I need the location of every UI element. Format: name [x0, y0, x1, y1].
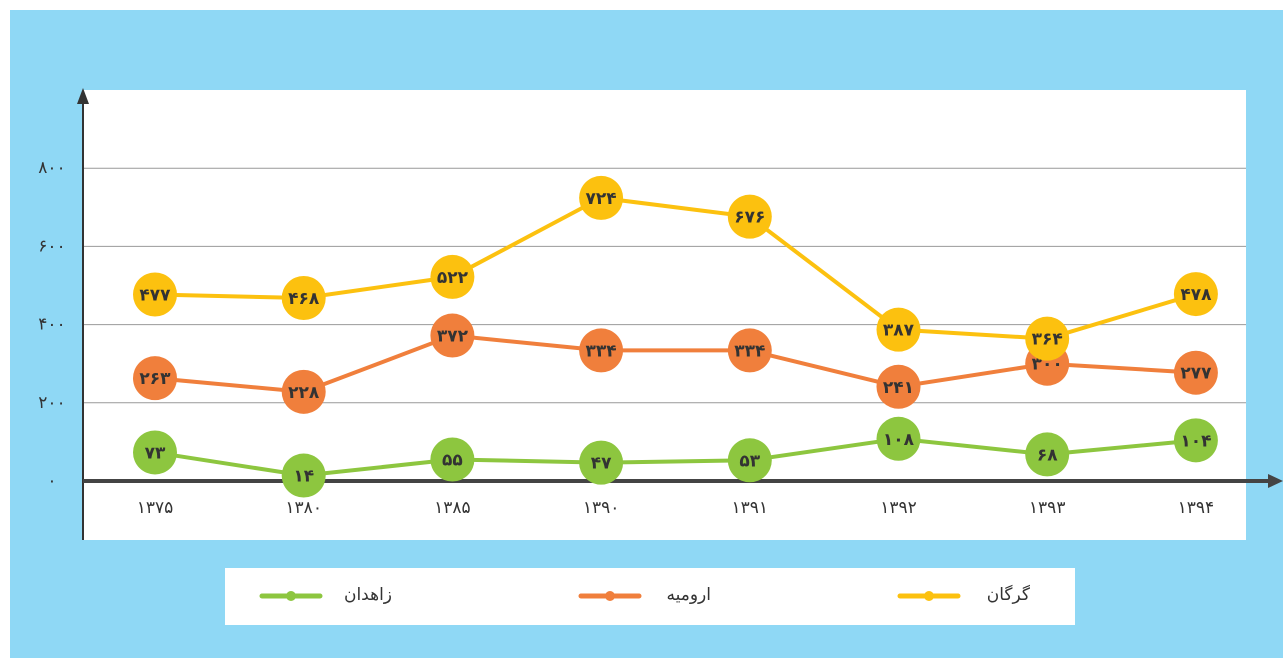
- point: [727, 438, 772, 483]
- y-tick-label: ۰: [47, 471, 56, 491]
- data-label: ۱۰۸: [883, 430, 915, 450]
- data-label: ۵۳: [739, 451, 760, 471]
- point: [1025, 316, 1070, 361]
- x-tick-label: ۱۳۸۵: [434, 498, 471, 518]
- point: [430, 437, 475, 482]
- legend-marker: [286, 591, 296, 601]
- data-label: ۷۲۴: [586, 189, 617, 209]
- data-label: ۱۴: [293, 467, 314, 487]
- data-label: ۳۳۴: [586, 341, 617, 361]
- legend-label: گرگان: [987, 584, 1031, 605]
- point: [1173, 418, 1218, 463]
- point: [281, 453, 326, 498]
- point: [727, 194, 772, 239]
- legend-label: زاهدان: [344, 585, 392, 605]
- data-label: ۴۷۷: [139, 285, 171, 305]
- point: [133, 272, 177, 317]
- point: [133, 430, 177, 475]
- y-axis-arrow: [77, 88, 89, 104]
- point: [579, 175, 624, 220]
- series-line: [154, 333, 1197, 394]
- x-tick-label: ۱۳۹۴: [1178, 498, 1215, 518]
- point: [1173, 350, 1218, 395]
- x-tick-label: ۱۳۹۰: [583, 498, 620, 518]
- data-label: ۵۲۲: [437, 268, 469, 288]
- legend-marker: [605, 591, 615, 601]
- data-label: ۴۶۸: [288, 289, 320, 309]
- data-label: ۶۷۶: [734, 208, 765, 228]
- data-label: ۲۶۳: [139, 369, 171, 389]
- point: [579, 440, 624, 485]
- point: [133, 356, 177, 401]
- series-line: [154, 436, 1197, 478]
- data-label: ۲۲۸: [288, 383, 320, 403]
- data-label: ۳۸۷: [883, 321, 915, 341]
- data-label: ۶۸: [1037, 445, 1058, 465]
- point: [876, 307, 921, 352]
- x-tick-label: ۱۳۹۳: [1029, 498, 1066, 518]
- x-tick-label: ۱۳۸۰: [285, 498, 322, 518]
- data-label: ۳۰۰: [1032, 355, 1063, 375]
- y-tick-label: ۲۰۰: [38, 393, 65, 413]
- point: [430, 313, 475, 358]
- point: [1025, 432, 1070, 477]
- point: [430, 254, 475, 299]
- data-label: ۳۷۲: [437, 327, 469, 347]
- x-tick-label: ۱۳۷۵: [137, 498, 174, 518]
- data-label: ۱۰۴: [1180, 431, 1211, 451]
- point: [281, 276, 326, 321]
- x-tick-label: ۱۳۹۲: [880, 498, 917, 518]
- series-line: [154, 195, 1197, 341]
- point: [727, 328, 772, 373]
- legend-label: ارومیه: [667, 585, 712, 605]
- data-label: ۲۴۱: [883, 378, 914, 398]
- point: [281, 369, 326, 414]
- data-label: ۲۷۷: [1180, 364, 1212, 384]
- legend-marker: [924, 591, 934, 601]
- point: [876, 364, 921, 409]
- y-tick-label: ۶۰۰: [38, 236, 65, 256]
- x-axis-arrow: [1268, 474, 1283, 488]
- plot-area: [83, 90, 1246, 540]
- data-label: ۳۳۴: [734, 341, 765, 361]
- point: [876, 416, 921, 461]
- data-label: ۵۵: [442, 450, 463, 470]
- y-tick-label: ۴۰۰: [38, 315, 65, 335]
- data-label: ۷۳: [145, 443, 166, 463]
- data-label: ۳۶۴: [1032, 330, 1063, 350]
- data-label: ۴۷۸: [1180, 285, 1212, 305]
- data-label: ۴۷: [591, 454, 612, 474]
- y-tick-label: ۸۰۰: [38, 158, 65, 178]
- point: [1173, 272, 1218, 317]
- x-tick-label: ۱۳۹۱: [732, 498, 769, 518]
- point: [579, 328, 624, 373]
